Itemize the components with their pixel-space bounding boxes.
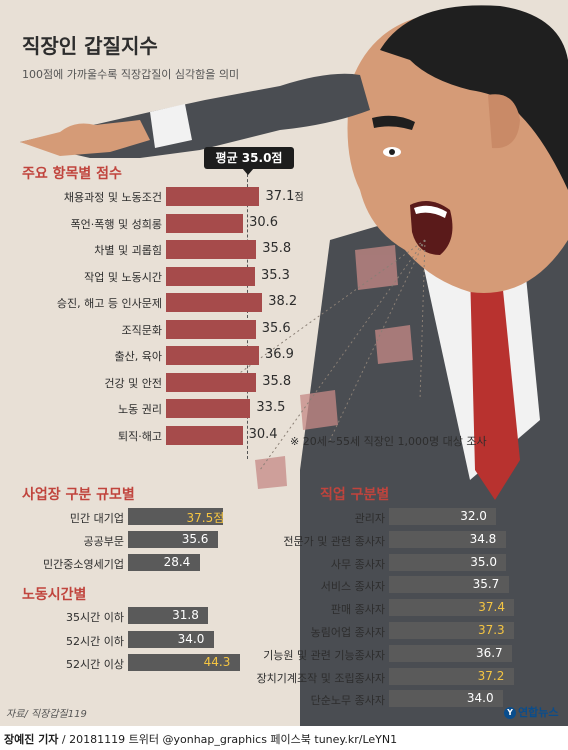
value-label: 34.0	[466, 691, 494, 706]
bar	[166, 425, 243, 445]
bar	[389, 508, 497, 525]
value-label: 36.7	[475, 645, 503, 660]
value-label: 30.4	[248, 426, 278, 442]
bar	[389, 530, 506, 548]
value-label: 37.4	[478, 600, 505, 615]
bar	[389, 690, 503, 708]
category-label: 차별 및 괴롭힘	[94, 244, 162, 257]
category-label: 조직문화	[121, 323, 162, 337]
bar	[166, 266, 255, 286]
bar	[389, 644, 512, 662]
page-title: 직장인 갑질지수	[22, 34, 158, 58]
value-label: 38.2	[268, 294, 298, 309]
bar	[128, 607, 209, 624]
value-label: 35.8	[262, 241, 292, 256]
infographic-card: 직장인 갑질지수 100점에 가까울수록 직장갑질이 심각함을 의미 평균 35…	[0, 0, 568, 726]
value-label: 35.0	[470, 554, 497, 569]
credit-rest: / 20181119 트위터 @yonhap_graphics 페이스북 tun…	[58, 733, 398, 746]
source-text: 자료/ 직장갑질119	[6, 709, 87, 720]
value-label: 34.8	[469, 531, 497, 546]
survey-note: ※ 20세~55세 직장인 1,000명 대상 조사	[290, 435, 487, 448]
bar	[166, 240, 257, 259]
chart-title-1: 사업장 구분 규모별	[22, 487, 135, 503]
category-label: 승진, 해고 등 인사문제	[56, 297, 162, 310]
average-badge-pointer	[242, 168, 254, 175]
value-label: 35.6	[181, 532, 209, 546]
category-label: 작업 및 노동시간	[84, 270, 162, 284]
bar	[128, 630, 214, 648]
category-label: 판매 종사자	[330, 603, 385, 617]
bar	[389, 622, 514, 639]
category-label: 출산, 육아	[114, 350, 162, 363]
bar	[166, 372, 257, 392]
value-label: 35.6	[261, 320, 291, 336]
value-label: 36.9	[264, 347, 294, 362]
value-label: 37.3	[477, 623, 505, 637]
chart-title-2: 노동시간별	[22, 587, 87, 603]
category-label: 공공부문	[83, 535, 124, 548]
yonhap-logo: Y 연합뉴스	[504, 704, 558, 720]
chart-title-3: 직업 구분별	[320, 487, 390, 503]
category-label: 52시간 이하	[66, 634, 124, 648]
category-label: 장치기계조작 및 조립종사자	[256, 671, 385, 685]
value-label: 35.8	[262, 373, 292, 389]
credit-line: 장예진 기자 / 20181119 트위터 @yonhap_graphics 페…	[4, 731, 397, 747]
bar	[128, 654, 240, 671]
bar	[128, 508, 223, 525]
category-label: 기능원 및 관련 기능종사자	[263, 648, 385, 662]
average-badge: 평균 35.0점	[204, 147, 294, 169]
bar	[166, 346, 259, 365]
value-label: 32.0	[460, 509, 487, 523]
unit-label: 점	[294, 192, 304, 203]
bar	[166, 293, 263, 312]
bar	[389, 599, 515, 617]
category-label: 폭언·폭행 및 성희롱	[70, 217, 162, 231]
value-label: 31.8	[172, 608, 199, 622]
bar	[166, 319, 256, 339]
category-label: 사무 종사자	[330, 557, 385, 571]
bar	[389, 576, 509, 594]
bar	[389, 667, 514, 685]
value-label: 37.1점	[265, 189, 304, 204]
category-label: 노동 권리	[118, 403, 162, 416]
category-label: 민간 대기업	[69, 512, 124, 525]
bar	[166, 399, 251, 418]
category-label: 건강 및 안전	[104, 376, 162, 390]
value-label: 30.6	[249, 214, 279, 230]
shouting-boss-illustration	[20, 5, 568, 726]
bar	[166, 187, 260, 206]
value-label: 35.3	[260, 267, 290, 283]
bar	[128, 554, 200, 571]
value-label: 44.3	[203, 655, 231, 669]
chart-title-0: 주요 항목별 점수	[22, 166, 122, 182]
category-label: 관리자	[354, 512, 385, 525]
category-label: 전문가 및 관련 종사자	[283, 534, 385, 548]
category-label: 민간중소영세기업	[43, 558, 124, 571]
yonhap-logo-icon: Y	[504, 707, 516, 719]
average-line	[247, 169, 248, 459]
category-label: 35시간 이하	[66, 611, 124, 624]
value-label: 28.4	[163, 555, 191, 569]
category-label: 서비스 종사자	[320, 580, 385, 594]
bar	[128, 531, 218, 548]
value-label: 35.7	[472, 577, 500, 592]
category-label: 채용과정 및 노동조건	[63, 191, 162, 204]
bar	[389, 553, 507, 571]
value-label: 34.0	[177, 631, 205, 646]
category-label: 단순노무 종사자	[310, 694, 385, 708]
page-subtitle: 100점에 가까울수록 직장갑질이 심각함을 의미	[22, 68, 240, 81]
category-label: 퇴직·해고	[118, 429, 162, 443]
value-label: 37.2	[477, 668, 505, 683]
category-label: 52시간 이상	[66, 658, 124, 671]
value-label: 33.5	[256, 400, 286, 415]
yonhap-logo-text: 연합뉴스	[518, 706, 559, 719]
category-label: 농림어업 종사자	[310, 626, 385, 639]
value-label: 37.5점	[186, 511, 225, 525]
bar	[166, 213, 244, 233]
credit-author: 장예진 기자	[4, 733, 59, 746]
